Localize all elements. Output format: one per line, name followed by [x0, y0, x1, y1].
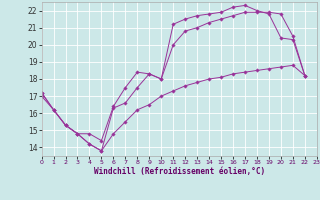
X-axis label: Windchill (Refroidissement éolien,°C): Windchill (Refroidissement éolien,°C) — [94, 167, 265, 176]
